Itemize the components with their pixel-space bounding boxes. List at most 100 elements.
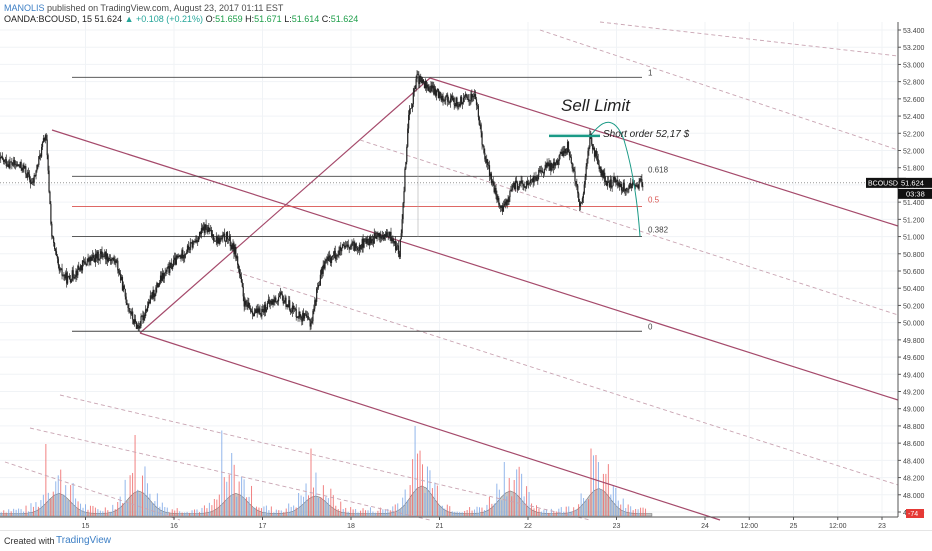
candle-body (279, 296, 280, 298)
candle-body (448, 102, 449, 103)
candle-body (586, 166, 587, 176)
candle-body (228, 239, 229, 240)
candle-body (138, 325, 139, 327)
short-order-label: Short order 52,17 $ (603, 129, 690, 140)
candle-body (173, 260, 174, 266)
candle-body (34, 175, 35, 183)
candle-body (582, 198, 583, 202)
candle-body (119, 273, 120, 274)
channel-dash (360, 140, 898, 315)
price-tick-label: 50.200 (903, 303, 925, 310)
price-tick-label: 52.400 (903, 114, 925, 121)
candle-body (67, 276, 68, 283)
candle-body (190, 242, 191, 250)
candle-body (213, 234, 214, 241)
candle-body (484, 153, 485, 159)
sell-limit-label: Sell Limit (561, 96, 631, 115)
candle-body (305, 314, 306, 315)
candle-body (324, 261, 325, 268)
candle-body (238, 265, 239, 269)
candle-body (243, 287, 244, 296)
candle-body (93, 255, 94, 258)
candle-body (166, 268, 167, 272)
candle-body (572, 163, 573, 168)
candle-body (596, 150, 597, 156)
price-tick-label: 49.000 (903, 407, 925, 414)
candle-body (186, 252, 187, 253)
candle-body (74, 277, 75, 278)
candle-body (291, 312, 292, 313)
price-axis[interactable]: 53.40053.20053.00052.80052.60052.40052.2… (898, 22, 925, 517)
candle-body (529, 183, 530, 184)
price-tick-label: 51.800 (903, 166, 925, 173)
price-chart[interactable]: 53.40053.20053.00052.80052.60052.40052.2… (0, 0, 932, 530)
candle-body (495, 188, 496, 196)
candle-body (227, 232, 228, 239)
candle-body (312, 311, 313, 321)
candle-body (544, 169, 545, 174)
candle-body (169, 263, 170, 273)
candle-body (522, 183, 523, 186)
candle-body (476, 99, 477, 105)
candle-body (551, 163, 552, 167)
time-tick-label: 25 (790, 523, 798, 530)
tradingview-logo[interactable]: TradingView (56, 535, 111, 546)
candle-body (52, 236, 53, 237)
price-tag-symbol: BCOUSD (868, 180, 898, 187)
candle-body (573, 169, 574, 171)
price-tick-label: 52.800 (903, 80, 925, 87)
candle-body (209, 230, 210, 231)
candle-body (450, 98, 451, 102)
candle-body (341, 248, 342, 251)
candle-body (518, 188, 519, 189)
candle-body (14, 160, 15, 165)
candle-body (61, 268, 62, 275)
candle-body (78, 266, 79, 269)
time-tick-label: 22 (524, 523, 532, 530)
candle-body (475, 94, 476, 99)
candle-body (400, 239, 401, 257)
candle-body (542, 171, 543, 173)
candle-body (482, 145, 483, 146)
candle-body (404, 169, 405, 192)
candle-body (363, 238, 364, 247)
candle-body (53, 238, 54, 243)
candle-body (7, 166, 8, 167)
candle-body (125, 289, 126, 297)
candle-body (578, 193, 579, 201)
candle-body (126, 303, 127, 305)
candle-body (154, 294, 155, 297)
price-tick-label: 52.000 (903, 149, 925, 156)
candle-body (469, 100, 470, 101)
candle-body (512, 185, 513, 189)
candle-body (266, 309, 267, 312)
time-tick-label: 16 (170, 523, 178, 530)
candle-body (436, 90, 437, 95)
candle-body (101, 251, 102, 257)
price-tick-label: 49.600 (903, 355, 925, 362)
price-tick-label: 51.400 (903, 200, 925, 207)
candle-body (196, 240, 197, 241)
candle-body (21, 162, 22, 168)
candle-body (524, 186, 525, 188)
candle-body (569, 152, 570, 156)
candle-body (481, 124, 482, 132)
candle-body (28, 172, 29, 174)
candle-body (289, 300, 290, 310)
candle-body (55, 249, 56, 251)
price-tick-label: 51.200 (903, 217, 925, 224)
candle-body (402, 219, 403, 233)
candle-body (642, 186, 643, 187)
candle-body (215, 241, 216, 242)
channel-line-upper (52, 130, 898, 400)
candle-body (612, 186, 613, 188)
candle-body (535, 177, 536, 180)
candle-body (481, 133, 482, 145)
candle-body (389, 236, 390, 237)
candle-body (608, 181, 609, 182)
candle-body (337, 255, 338, 256)
candle-body (586, 159, 587, 166)
candle-body (350, 247, 351, 249)
price-tick-label: 49.800 (903, 338, 925, 345)
